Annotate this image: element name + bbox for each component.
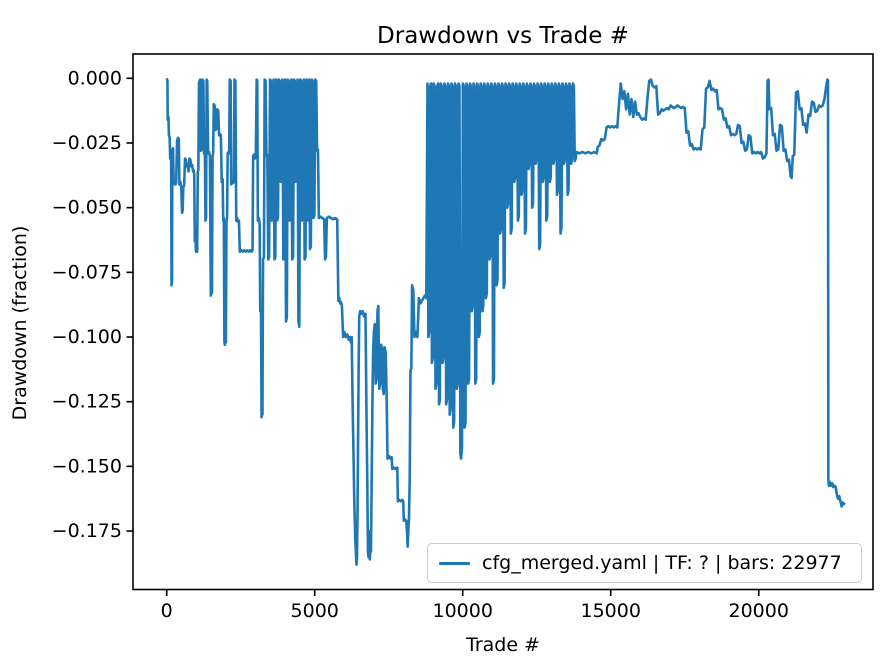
x-tick-label: 20000 — [729, 600, 789, 622]
plot-border — [132, 53, 874, 591]
y-tick-label: −0.175 — [52, 520, 122, 542]
x-axis-label: Trade # — [466, 634, 540, 656]
y-tick-label: 0.000 — [68, 67, 122, 89]
x-tick-label: 10000 — [432, 600, 492, 622]
plot-spines — [132, 53, 874, 591]
legend-label: cfg_merged.yaml | TF: ? | bars: 22977 — [482, 552, 842, 574]
drawdown-series-line — [165, 77, 846, 566]
axes: 0 5000 10000 15000 20000 0.000 −0.025 −0.050 −0.… — [52, 67, 789, 622]
y-tick-label: −0.125 — [52, 391, 122, 413]
legend: cfg_merged.yaml | TF: ? | bars: 22977 — [427, 543, 862, 583]
chart-title: Drawdown vs Trade # — [377, 23, 629, 49]
x-tick-label: 5000 — [291, 600, 339, 622]
y-tick-label: −0.100 — [52, 326, 122, 348]
y-tick-label: −0.075 — [52, 261, 122, 283]
y-tick-label: −0.150 — [52, 455, 122, 477]
x-tick-label: 15000 — [580, 600, 640, 622]
legend-line-sample — [439, 561, 470, 565]
y-tick-label: −0.025 — [52, 132, 122, 154]
y-tick-label: −0.050 — [52, 197, 122, 219]
x-tick-label: 0 — [161, 600, 173, 622]
y-axis-label: Drawdown (fraction) — [9, 225, 31, 421]
